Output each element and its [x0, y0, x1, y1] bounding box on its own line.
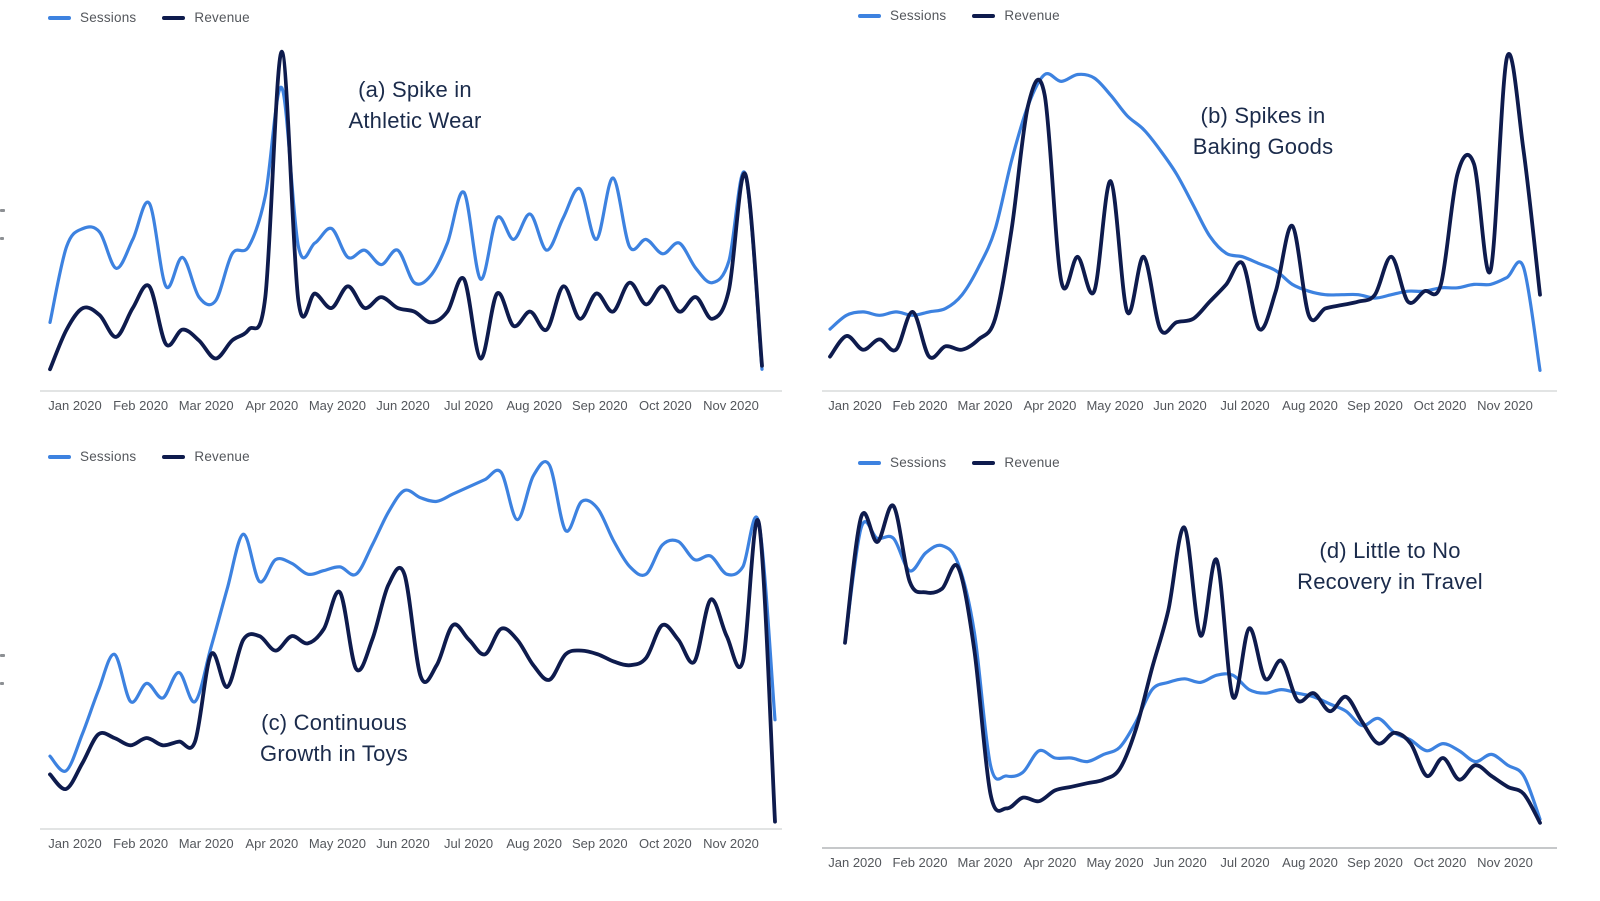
chart-annotation: (a) Spike in Athletic Wear — [348, 74, 481, 136]
revenue-line-swatch-icon — [162, 454, 186, 459]
legend-item-sessions: Sessions — [48, 449, 136, 464]
revenue-line — [48, 49, 764, 372]
y-axis-label-fragment — [0, 682, 4, 685]
legend-item-revenue: Revenue — [162, 449, 250, 464]
annotation-line-1: (a) Spike in — [358, 77, 472, 102]
chart-legend: Sessions Revenue — [858, 8, 1060, 23]
revenue-line — [843, 503, 1542, 825]
line-plot — [40, 459, 782, 830]
sessions-line-swatch-icon — [48, 454, 71, 459]
legend-label-sessions: Sessions — [890, 455, 947, 470]
chart-annotation: (b) Spikes in Baking Goods — [1193, 100, 1334, 162]
legend-item-sessions: Sessions — [48, 10, 136, 25]
sessions-line — [48, 86, 764, 371]
annotation-line-2: Baking Goods — [1192, 134, 1334, 159]
chart-annotation: (d) Little to No Recovery in Travel — [1297, 535, 1483, 597]
legend-label-revenue: Revenue — [194, 10, 250, 25]
line-plot — [822, 503, 1557, 849]
annotation-line-2: Athletic Wear — [348, 108, 482, 133]
chart-panel-baking-goods: Sessions Revenue (b) Spikes in Baking Go… — [800, 0, 1600, 430]
line-plot — [822, 52, 1557, 392]
legend-label-revenue: Revenue — [194, 449, 250, 464]
legend-label-sessions: Sessions — [80, 10, 137, 25]
legend-label-revenue: Revenue — [1004, 455, 1060, 470]
annotation-line-2: Growth in Toys — [260, 741, 408, 766]
sessions-line — [828, 72, 1542, 372]
legend-label-revenue: Revenue — [1004, 8, 1060, 23]
sessions-line-swatch-icon — [48, 15, 71, 20]
y-axis-label-fragment — [0, 209, 5, 212]
annotation-line-1: (d) Little to No — [1319, 538, 1461, 563]
legend-item-revenue: Revenue — [972, 8, 1060, 23]
revenue-line — [48, 518, 777, 824]
sessions-line-swatch-icon — [858, 460, 881, 465]
sessions-line — [843, 520, 1542, 821]
legend-item-sessions: Sessions — [858, 8, 946, 23]
sessions-line-swatch-icon — [858, 13, 881, 18]
chart-annotation: (c) Continuous Growth in Toys — [260, 707, 408, 769]
annotation-line-1: (c) Continuous — [261, 710, 407, 735]
y-axis-label-fragment — [0, 654, 5, 657]
chart-legend: Sessions Revenue — [48, 449, 250, 464]
y-axis-label-fragment — [0, 237, 4, 240]
chart-panel-toys: Sessions Revenue (c) Continuous Growth i… — [0, 437, 800, 880]
revenue-line-swatch-icon — [972, 460, 996, 465]
sessions-line — [48, 459, 777, 773]
line-plot — [40, 49, 782, 392]
chart-panel-travel: Sessions Revenue (d) Little to No Recove… — [800, 443, 1600, 901]
annotation-line-2: Recovery in Travel — [1297, 569, 1483, 594]
chart-legend: Sessions Revenue — [48, 10, 250, 25]
chart-panel-athletic-wear: Sessions Revenue (a) Spike in Athletic W… — [0, 0, 800, 430]
legend-label-sessions: Sessions — [80, 449, 137, 464]
chart-legend: Sessions Revenue — [858, 455, 1060, 470]
revenue-line-swatch-icon — [162, 15, 186, 20]
legend-label-sessions: Sessions — [890, 8, 947, 23]
annotation-line-1: (b) Spikes in — [1200, 103, 1326, 128]
legend-item-sessions: Sessions — [858, 455, 946, 470]
revenue-line-swatch-icon — [972, 13, 996, 18]
legend-item-revenue: Revenue — [972, 455, 1060, 470]
revenue-line — [828, 52, 1542, 360]
legend-item-revenue: Revenue — [162, 10, 250, 25]
